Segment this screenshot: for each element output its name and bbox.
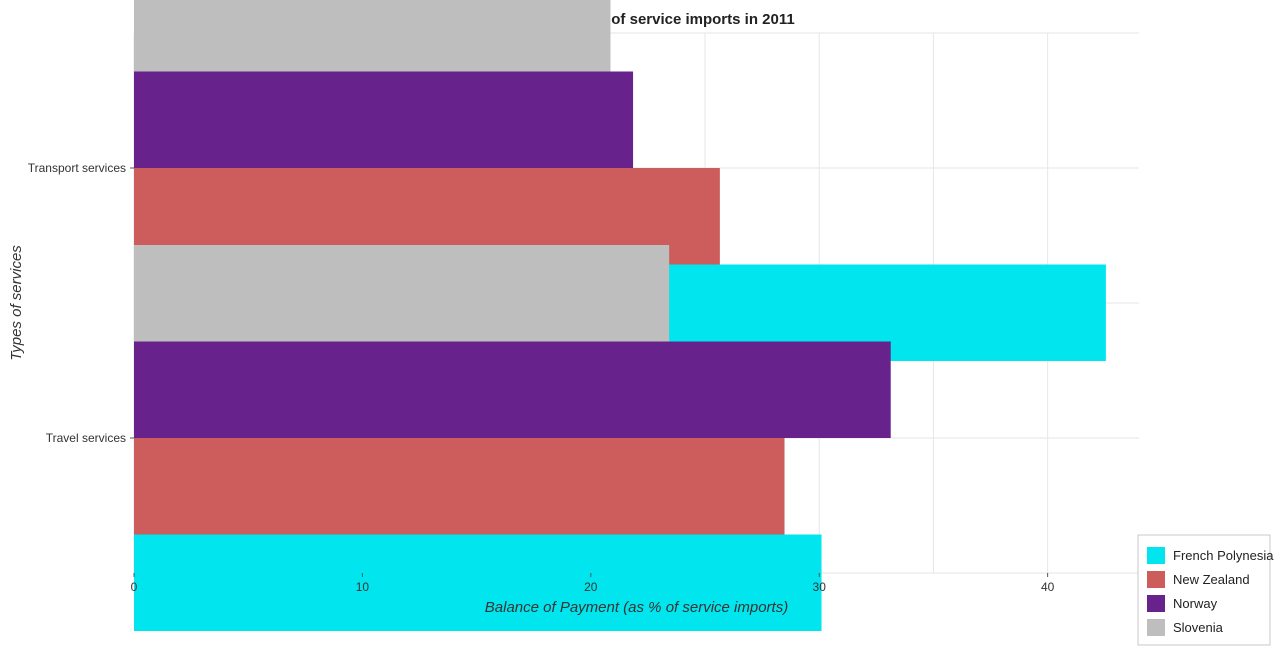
x-tick-label: 20 xyxy=(584,580,598,594)
bar-new-zealand-travel-services xyxy=(134,438,785,535)
x-tick-label: 30 xyxy=(813,580,827,594)
bar-french-polynesia-travel-services xyxy=(134,534,822,631)
x-tick-label: 40 xyxy=(1041,580,1055,594)
bar-slovenia-transport-services xyxy=(134,0,611,72)
legend-label: Norway xyxy=(1173,596,1218,611)
x-tick-label: 10 xyxy=(356,580,370,594)
x-tick-label: 0 xyxy=(131,580,138,594)
legend: French Polynesia New Zealand Norway Sloveni… xyxy=(1137,534,1274,646)
bar-slovenia-travel-services xyxy=(134,245,670,342)
legend-label: French Polynesia xyxy=(1173,548,1274,563)
x-axis-label: Balance of Payment (as % of service impo… xyxy=(485,599,788,616)
bars xyxy=(134,0,1106,631)
legend-label: New Zealand xyxy=(1173,572,1250,587)
y-axis-categories: Transport services Travel services xyxy=(28,161,134,445)
legend-swatch xyxy=(1147,619,1165,636)
bar-norway-travel-services xyxy=(134,341,891,438)
y-axis-label: Types of services xyxy=(8,245,25,361)
legend-swatch xyxy=(1147,595,1165,612)
y-tick-label: Travel services xyxy=(46,431,126,445)
legend-label: Slovenia xyxy=(1173,620,1224,635)
legend-swatch xyxy=(1147,571,1165,588)
bar-norway-transport-services xyxy=(134,71,634,168)
legend-swatch xyxy=(1147,547,1165,564)
y-tick-label: Transport services xyxy=(28,161,126,175)
x-axis-ticks: 0 10 20 30 40 xyxy=(131,573,1055,594)
